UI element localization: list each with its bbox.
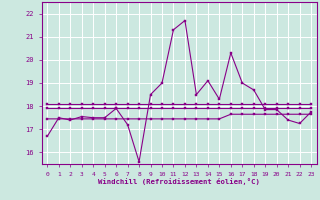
X-axis label: Windchill (Refroidissement éolien,°C): Windchill (Refroidissement éolien,°C) — [98, 178, 260, 185]
